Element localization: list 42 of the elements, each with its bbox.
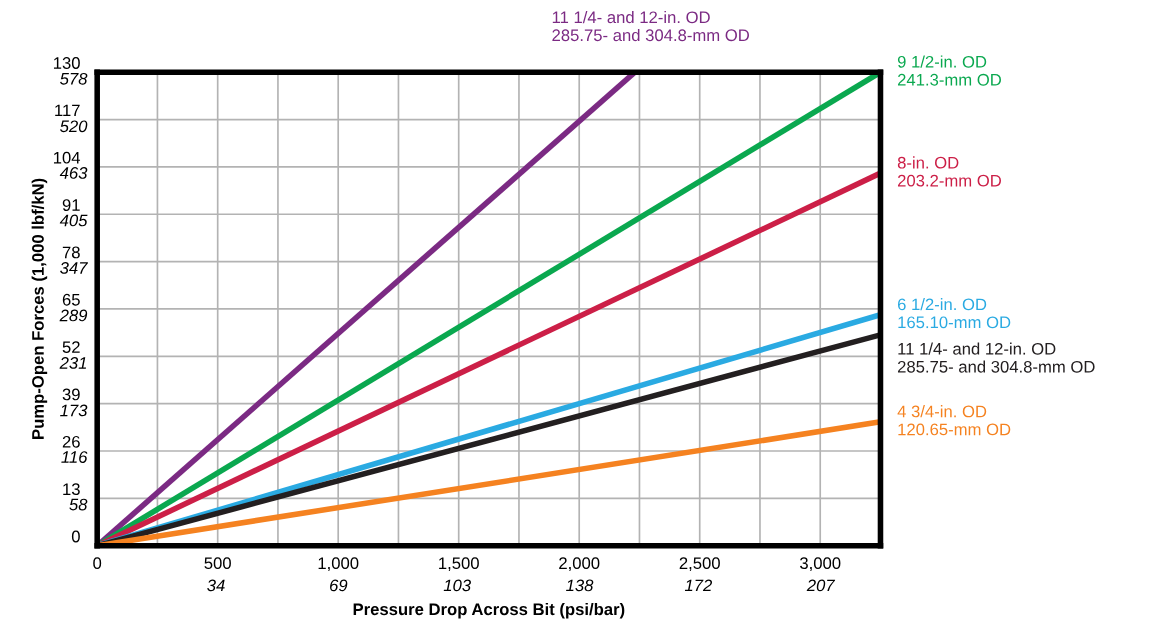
y-tick-label: 104 (53, 151, 81, 164)
y2-tick-label: 578 (60, 72, 88, 85)
series-label: 9 1/2-in. OD 241.3-mm OD (897, 55, 1001, 86)
x2-tick-label: 138 (566, 579, 594, 592)
y-tick-label: 0 (71, 530, 80, 543)
y-tick-label: 130 (53, 57, 80, 69)
y2-tick-label: 116 (61, 451, 88, 463)
y2-tick-label: 347 (60, 262, 88, 274)
y2-tick-label: 58 (69, 498, 88, 511)
y-axis-title: Pump-Open Forces (1,000 lbf/kN) (31, 178, 48, 439)
x2-tick-label: 34 (207, 579, 225, 592)
y-tick-label: 91 (62, 199, 80, 211)
series-label: 6 1/2-in. OD 165.10-mm OD (897, 298, 1011, 329)
y-tick-label: 52 (62, 341, 80, 354)
x-axis-title: Pressure Drop Across Bit (psi/bar) (353, 602, 625, 619)
x-tick-label: 2,000 (559, 557, 600, 572)
y2-tick-label: 231 (59, 357, 87, 369)
y2-tick-label: 520 (60, 120, 88, 133)
x-tick-label: 3,000 (800, 557, 841, 572)
x2-tick-label: 103 (443, 579, 471, 592)
y2-tick-label: 405 (59, 214, 88, 227)
x-tick-label: 500 (204, 557, 231, 570)
y-tick-label: 13 (63, 483, 80, 496)
x2-tick-label: 172 (684, 579, 713, 592)
x-tick-label: 2,500 (679, 557, 720, 572)
x-tick-label: 1,500 (439, 557, 479, 572)
x-tick-label: 1,000 (318, 557, 359, 572)
y-tick-label: 117 (55, 104, 80, 117)
text: 11 1/4- and 12-in. OD 285.75- and 304.8-mm OD (552, 10, 750, 42)
y2-tick-label: 289 (59, 309, 88, 322)
y-tick-label: 39 (62, 388, 80, 401)
x2-tick-label: 69 (330, 579, 348, 592)
y2-tick-label: 173 (60, 404, 88, 417)
y-tick-label: 26 (62, 435, 80, 448)
y2-tick-label: 463 (59, 167, 88, 179)
series-label: 11 1/4- and 12-in. OD 285.75- and 304.8-mm OD (897, 342, 1095, 373)
y-tick-label: 65 (62, 293, 80, 306)
series-label: 8-in. OD 203.2-mm OD (897, 156, 1001, 187)
series-label: 4 3/4-in. OD 120.65-mm OD (897, 405, 1011, 436)
y-tick-label: 78 (62, 246, 80, 259)
x2-tick-label: 207 (806, 579, 836, 592)
x-tick-label: 0 (93, 557, 102, 570)
